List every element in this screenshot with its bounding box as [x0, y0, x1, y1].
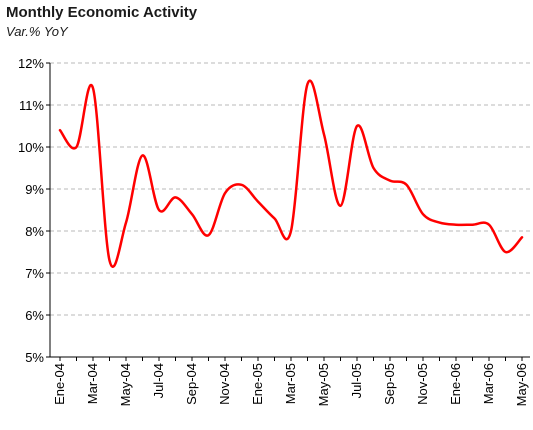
x-tick-label: Ene-05 — [250, 363, 265, 405]
y-tick-label: 10% — [18, 140, 44, 155]
x-tick-label: Mar-06 — [481, 363, 496, 404]
x-tick-label: Mar-05 — [283, 363, 298, 404]
chart-title: Monthly Economic Activity — [6, 4, 198, 21]
y-tick-label: 6% — [25, 308, 44, 323]
x-tick-label: May-04 — [118, 363, 133, 406]
gridlines — [50, 62, 530, 316]
x-tick-label: Nov-04 — [217, 363, 232, 405]
x-tick-label: Sep-05 — [382, 363, 397, 405]
x-tick-label: May-05 — [316, 363, 331, 406]
y-tick-label: 9% — [25, 182, 44, 197]
x-axis: Ene-04 Mar-04 May-04 Jul-04 Sep-04 Nov-04 Ene-… — [50, 356, 530, 406]
x-tick-label: Sep-04 — [184, 363, 199, 405]
x-tick-label: Ene-04 — [52, 363, 67, 405]
x-tick-label: Jul-05 — [349, 363, 364, 398]
y-tick-label: 7% — [25, 266, 44, 281]
series-line — [58, 79, 524, 269]
series-layer — [58, 79, 524, 269]
x-tick-label: May-06 — [514, 363, 529, 406]
y-tick-label: 11% — [19, 98, 44, 113]
x-tick-label: Nov-05 — [415, 363, 430, 405]
y-tick-label: 8% — [25, 224, 44, 239]
x-tick-label: Jul-04 — [151, 363, 166, 398]
chart-subtitle: Var.% YoY — [6, 24, 68, 39]
y-axis: 5% 6% 7% 8% 9% 10% 11% 12% — [18, 56, 51, 365]
x-tick-label: Mar-04 — [85, 363, 100, 404]
y-tick-label: 5% — [25, 350, 44, 365]
x-tick-label: Ene-06 — [448, 363, 463, 405]
y-tick-label: 12% — [18, 56, 44, 71]
